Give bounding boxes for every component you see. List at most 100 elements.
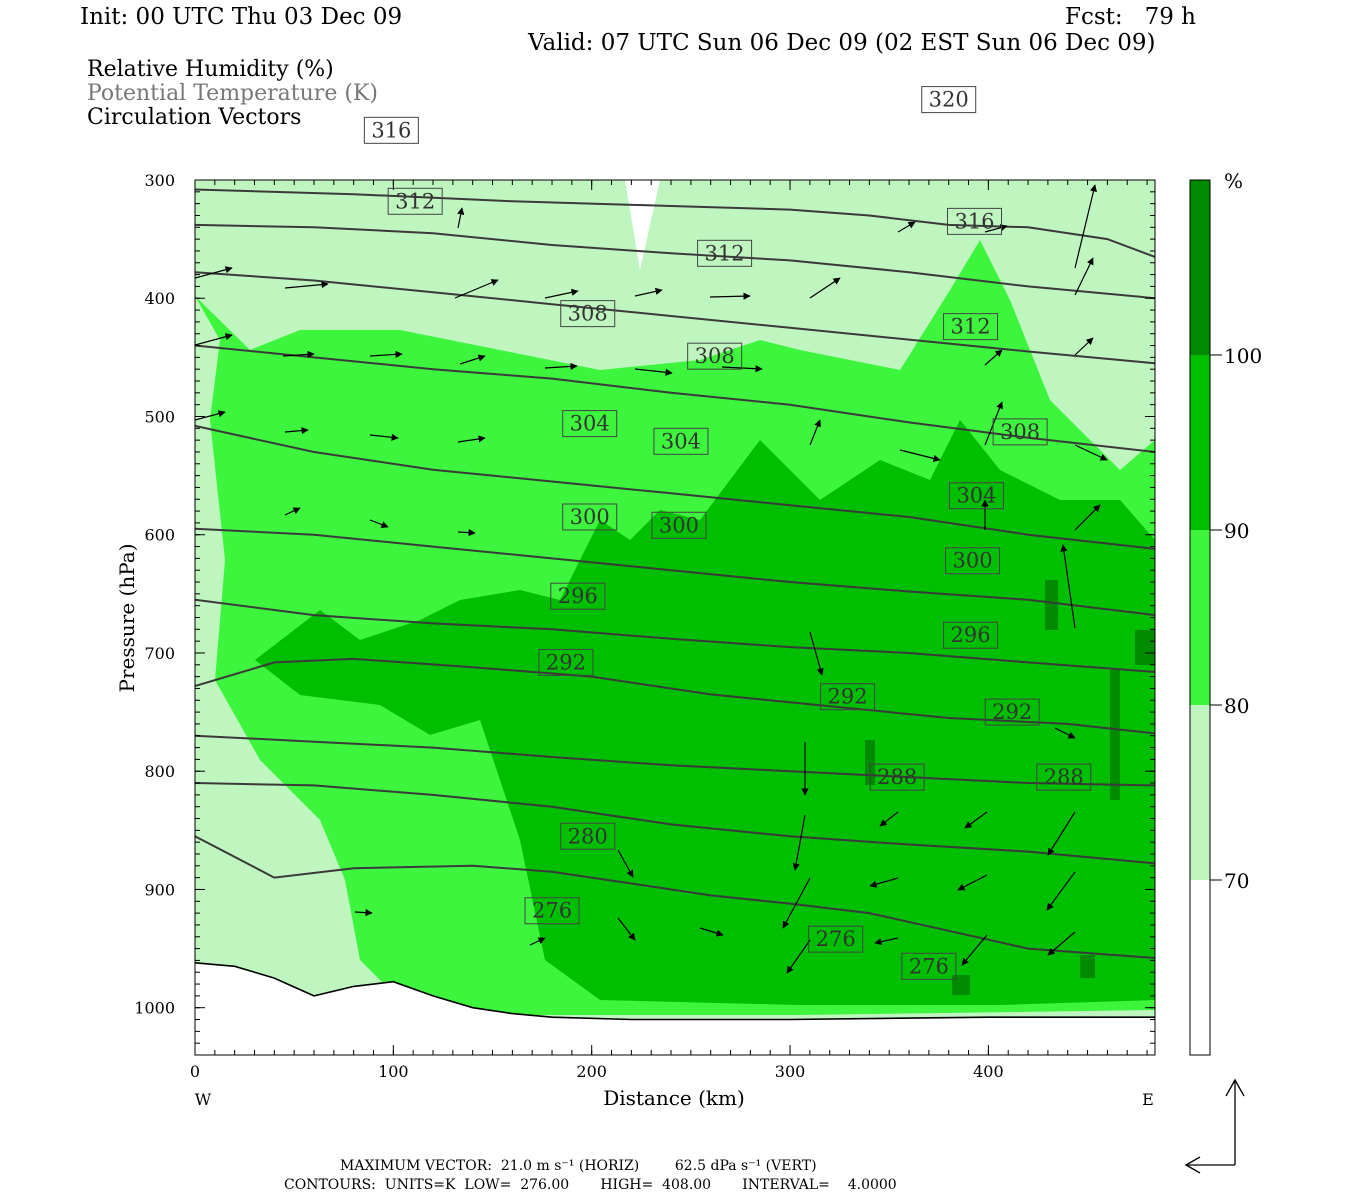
- y-tick-label: 800: [144, 762, 175, 781]
- contour-label-276: 276: [901, 952, 957, 980]
- theta-contour-320: [195, 188, 1155, 258]
- y-tick-label: 600: [144, 526, 175, 545]
- contour-label-296: 296: [943, 621, 999, 649]
- svg-text:320: 320: [929, 88, 969, 112]
- x-end-label-west: W: [195, 1090, 212, 1109]
- vector-arrow: [957, 874, 988, 891]
- contour-label-296: 296: [550, 582, 606, 610]
- contour-label-308: 308: [560, 300, 616, 328]
- svg-text:308: 308: [1000, 420, 1040, 444]
- contour-label-288: 288: [1036, 763, 1092, 791]
- vector-arrow: [544, 288, 579, 299]
- vector-arrow: [1060, 544, 1076, 629]
- colorbar-frame: [1189, 179, 1211, 1056]
- legend-theta: Potential Temperature (K): [87, 81, 378, 106]
- vector-arrow: [634, 287, 663, 297]
- theta-contour-288: [195, 734, 1155, 787]
- vector-arrow: [964, 811, 988, 829]
- vector-arrow: [782, 877, 811, 929]
- svg-text:276: 276: [909, 954, 949, 978]
- contour-label-320: 320: [921, 86, 977, 114]
- vector-arrow: [284, 507, 301, 516]
- contour-label-312: 312: [697, 239, 753, 267]
- theta-contour-316: [195, 223, 1155, 300]
- x-axis-title: Distance (km): [603, 1086, 745, 1110]
- reference-vector-icon: [1184, 1078, 1245, 1174]
- svg-text:292: 292: [992, 700, 1032, 724]
- vector-arrow: [195, 266, 233, 279]
- contour-label-316: 316: [947, 207, 1003, 235]
- contour-label-312: 312: [943, 313, 999, 341]
- forecast-hour: Fcst: 79 h: [1065, 4, 1196, 30]
- init-time: Init: 00 UTC Thu 03 Dec 09: [80, 4, 403, 30]
- contour-label-300: 300: [945, 547, 1001, 575]
- vector-arrow: [369, 433, 399, 441]
- vector-arrow: [792, 814, 806, 871]
- circulation-vectors: [195, 184, 1108, 974]
- vector-arrow: [1054, 727, 1076, 739]
- vector-arrow: [786, 939, 811, 974]
- theta-contour-280: [195, 782, 1155, 865]
- svg-text:300: 300: [570, 505, 610, 529]
- vector-arrow: [809, 277, 841, 299]
- colorbar-band-80-90: [1190, 530, 1210, 705]
- contour-label-300: 300: [562, 503, 618, 531]
- vector-arrow: [809, 419, 821, 446]
- svg-text:312: 312: [950, 315, 990, 339]
- contour-label-304: 304: [562, 410, 618, 438]
- svg-text:288: 288: [1044, 765, 1084, 789]
- vector-arrow: [369, 519, 389, 529]
- svg-text:296: 296: [950, 623, 990, 647]
- theta-contours: [195, 188, 1155, 959]
- vector-arrow: [369, 350, 403, 358]
- vector-arrow: [1074, 444, 1108, 461]
- svg-text:276: 276: [532, 899, 572, 923]
- y-tick-label: 700: [144, 644, 175, 663]
- vector-arrow: [869, 877, 899, 888]
- colorbar-band-70-80: [1190, 705, 1210, 880]
- svg-text:304: 304: [956, 484, 996, 508]
- vector-arrow: [874, 937, 899, 946]
- vector-arrow: [1047, 931, 1076, 956]
- contour-label-292: 292: [538, 648, 594, 676]
- y-tick-label: 1000: [134, 999, 175, 1018]
- vector-arrow: [899, 449, 941, 462]
- vector-arrow: [529, 937, 546, 946]
- contour-label-292: 292: [820, 683, 876, 711]
- y-tick-label: 900: [144, 880, 175, 899]
- svg-text:288: 288: [877, 765, 917, 789]
- svg-text:308: 308: [695, 344, 735, 368]
- vector-arrow: [1074, 337, 1094, 356]
- theta-contour-296: [195, 598, 1155, 673]
- svg-text:300: 300: [659, 513, 699, 537]
- vector-arrow: [454, 279, 499, 299]
- vector-arrow: [1047, 811, 1076, 856]
- vector-arrow: [1074, 504, 1101, 531]
- below-ground-mask: [195, 962, 1155, 1055]
- svg-text:304: 304: [570, 412, 610, 436]
- colorbar: % 70 80 90 100: [1189, 169, 1262, 1056]
- theta-contour-312: [195, 271, 1155, 365]
- vector-arrow: [1074, 257, 1094, 296]
- vector-arrow: [699, 927, 724, 937]
- colorbar-unit: %: [1224, 169, 1243, 193]
- contour-label-304: 304: [653, 427, 709, 455]
- vector-arrow: [544, 362, 578, 370]
- vector-arrow: [984, 349, 1003, 366]
- vector-arrow: [282, 350, 315, 359]
- theta-contour-292: [195, 657, 1155, 735]
- svg-text:292: 292: [546, 650, 586, 674]
- svg-text:312: 312: [395, 189, 435, 213]
- theta-contour-276: [195, 835, 1155, 959]
- colorbar-label-80: 80: [1224, 694, 1249, 718]
- vector-arrow: [879, 811, 899, 827]
- legend-vectors: Circulation Vectors: [87, 105, 302, 130]
- footer-contour-info: CONTOURS: UNITS=K LOW= 276.00 HIGH= 408.…: [284, 1177, 897, 1193]
- vector-arrow: [984, 224, 1008, 233]
- colorbar-band-90-100: [1190, 355, 1210, 530]
- svg-text:316: 316: [371, 118, 411, 142]
- vector-arrow: [284, 426, 309, 435]
- contour-label-292: 292: [984, 698, 1040, 726]
- contour-label-288: 288: [869, 763, 925, 791]
